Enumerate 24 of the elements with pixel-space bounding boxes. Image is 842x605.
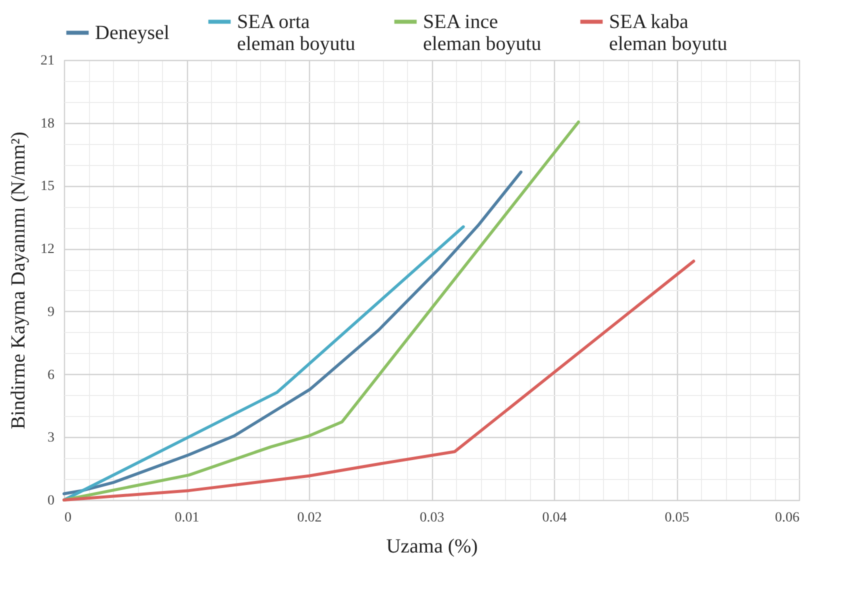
y-tick-label: 3 xyxy=(48,430,54,446)
x-tick-label: 0.05 xyxy=(664,510,690,526)
y-tick-label: 18 xyxy=(40,116,54,132)
y-tick-label: 9 xyxy=(48,304,54,320)
y-tick-label: 21 xyxy=(40,54,54,68)
x-axis-title: Uzama (%) xyxy=(386,536,478,558)
line-series xyxy=(62,170,522,496)
legend-label: SEA orta eleman boyutu xyxy=(237,10,356,55)
x-tick-label: 0.06 xyxy=(775,510,800,526)
y-tick-label: 12 xyxy=(40,242,54,258)
y-tick-label: 15 xyxy=(40,179,54,194)
legend-label: Deneysel xyxy=(95,22,170,44)
x-tick-label: 0.03 xyxy=(420,510,444,526)
legend-label: SEA ince eleman boyutu xyxy=(423,10,542,55)
legend-label: SEA kaba eleman boyutu xyxy=(609,10,728,55)
x-tick-label: 0.04 xyxy=(542,510,567,526)
x-tick-label: 0 xyxy=(64,510,72,526)
y-tick-label: 6 xyxy=(48,368,54,383)
line-series xyxy=(62,120,580,502)
line-series xyxy=(62,260,696,502)
x-tick-label: 0.01 xyxy=(174,510,200,526)
x-tick-label: 0.02 xyxy=(297,510,322,526)
y-tick-label: 0 xyxy=(48,494,54,508)
y-axis-title: Bindirme Kayma Dayanımı (N/mm²) xyxy=(8,132,30,430)
